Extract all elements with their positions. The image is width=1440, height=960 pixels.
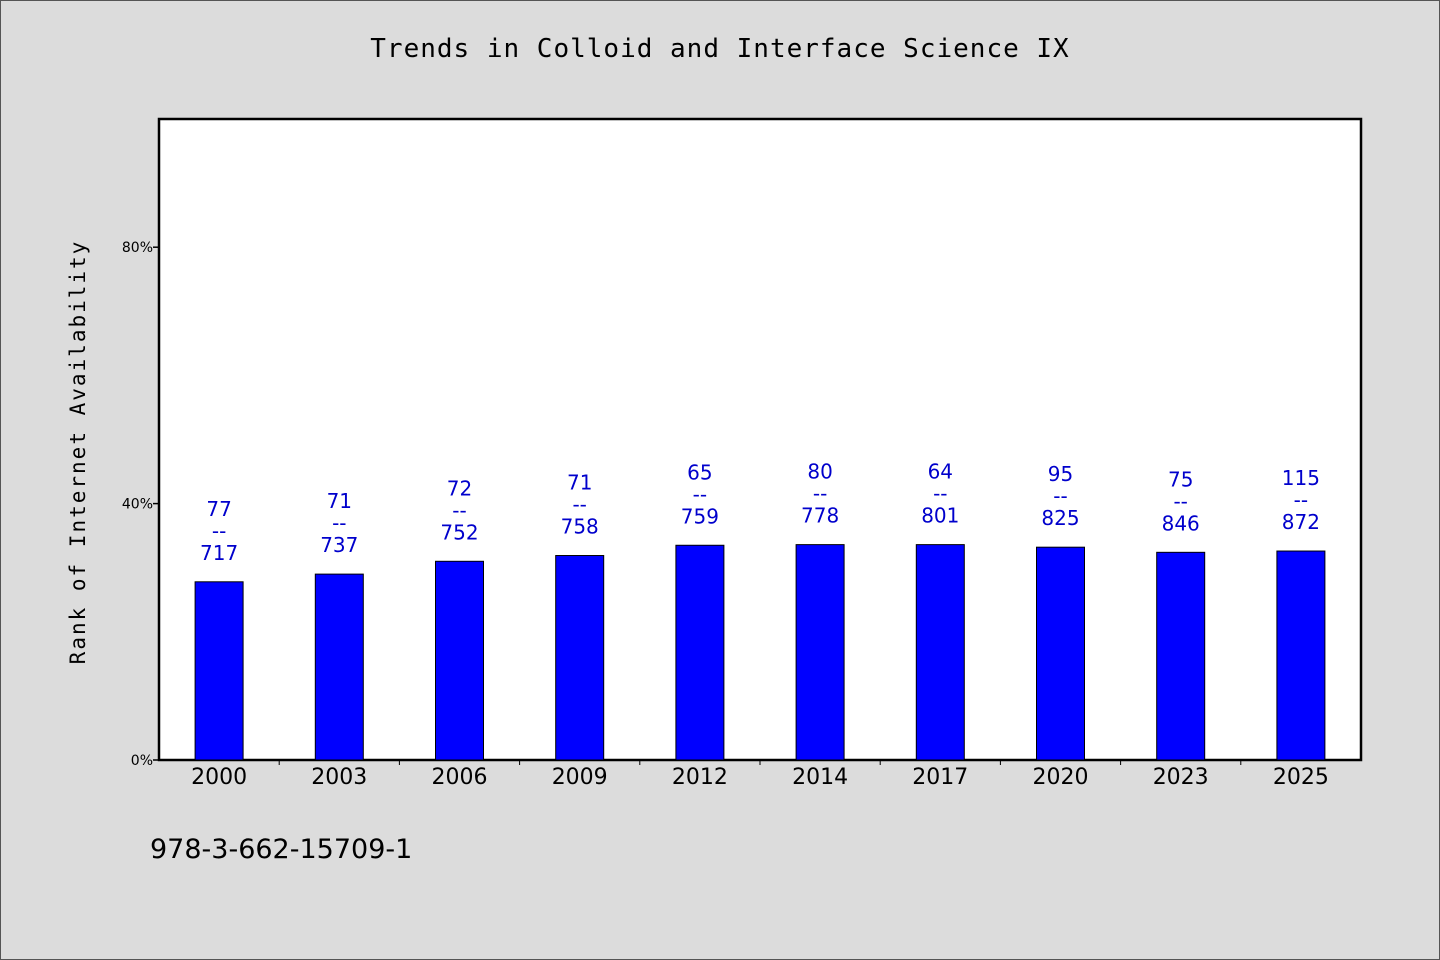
bar-2003	[314, 573, 364, 761]
y-tick-label: 40%	[122, 497, 153, 513]
data-label-bottom: 801	[921, 504, 959, 528]
data-label-top: 80	[807, 460, 832, 484]
x-tick-label: 2000	[191, 765, 247, 790]
y-tick-label: 80%	[122, 240, 153, 256]
data-label-top: 72	[447, 476, 472, 500]
data-label-separator: --	[572, 493, 586, 517]
data-label-top: 115	[1282, 466, 1320, 490]
data-label-top: 71	[567, 471, 592, 495]
data-label-separator: --	[1173, 489, 1187, 513]
x-tick-label: 2012	[672, 765, 728, 790]
bar-2025	[1276, 550, 1326, 761]
x-tick-label: 2003	[311, 765, 367, 790]
x-tick-label: 2025	[1273, 765, 1329, 790]
data-label-separator: --	[212, 519, 226, 543]
x-tick-label: 2023	[1153, 765, 1209, 790]
data-label-bottom: 758	[561, 515, 599, 539]
data-label-bottom: 872	[1282, 510, 1320, 534]
bar-2014	[795, 544, 845, 761]
data-label-top: 71	[327, 489, 352, 513]
data-label-separator: --	[1294, 488, 1308, 512]
data-label-bottom: 717	[200, 541, 238, 565]
data-label-separator: --	[1053, 484, 1067, 508]
data-label-bottom: 825	[1041, 506, 1079, 530]
data-label-separator: --	[332, 511, 346, 535]
x-tick-label: 2006	[432, 765, 488, 790]
data-label-bottom: 759	[681, 504, 719, 528]
data-label-separator: --	[452, 498, 466, 522]
data-label-top: 64	[928, 460, 953, 484]
data-label-top: 95	[1048, 462, 1073, 486]
x-tick-label: 2014	[792, 765, 848, 790]
bar-2006	[435, 560, 484, 761]
bar-2017	[915, 544, 965, 761]
data-label-bottom: 737	[320, 533, 358, 557]
bar-2012	[675, 544, 725, 761]
x-tick-label: 2017	[912, 765, 968, 790]
x-tick-label: 2009	[552, 765, 608, 790]
data-label-separator: --	[933, 482, 947, 506]
data-label-separator: --	[693, 482, 707, 506]
bar-2020	[1036, 546, 1085, 761]
data-label-bottom: 752	[440, 520, 478, 544]
isbn-label: 978-3-662-15709-1	[150, 834, 413, 865]
data-label-top: 65	[687, 460, 712, 484]
bar-2023	[1156, 551, 1206, 761]
bar-2000	[194, 581, 244, 761]
y-tick-label: 0%	[131, 753, 153, 769]
data-label-top: 77	[206, 497, 231, 521]
chart-title: Trends in Colloid and Interface Science …	[370, 34, 1070, 64]
data-label-top: 75	[1168, 467, 1193, 491]
data-label-separator: --	[813, 482, 827, 506]
data-label-bottom: 846	[1162, 511, 1200, 535]
bar-2009	[555, 555, 605, 761]
x-tick-label: 2020	[1033, 765, 1089, 790]
data-label-bottom: 778	[801, 504, 839, 528]
